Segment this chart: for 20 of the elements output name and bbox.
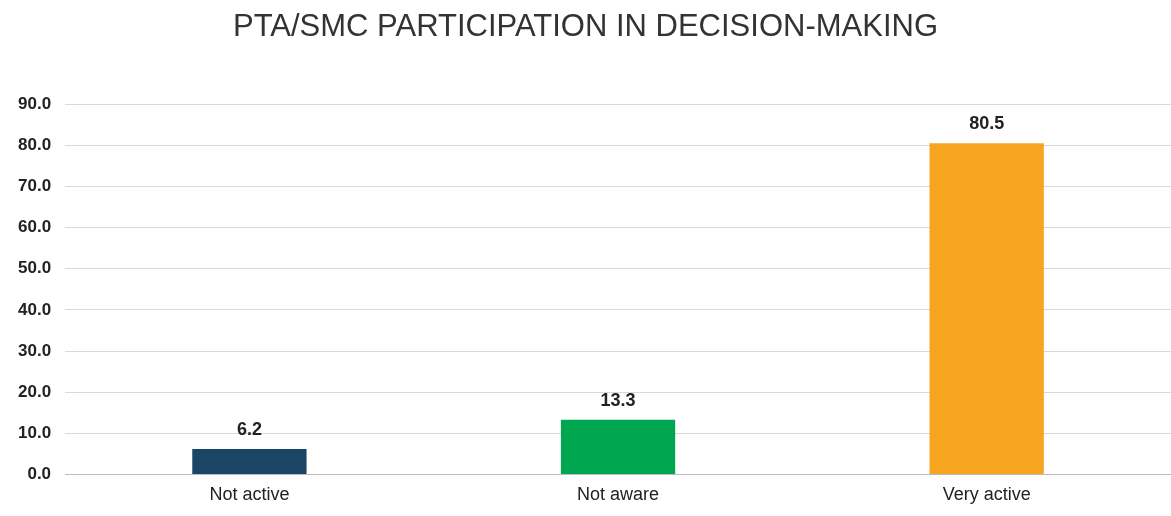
y-tick-label: 90.0 [17, 93, 52, 113]
data-label: 13.3 [600, 389, 636, 410]
y-tick-label: 70.0 [17, 176, 52, 196]
x-tick-label: Not active [209, 484, 290, 505]
x-tick-label: Not aware [577, 484, 660, 505]
y-tick-label: 80.0 [17, 135, 52, 155]
y-tick-label: 0.0 [27, 464, 52, 484]
data-label: 6.2 [236, 418, 262, 439]
bar [929, 143, 1044, 474]
y-tick-label: 60.0 [17, 217, 52, 237]
y-tick-label: 30.0 [17, 340, 52, 360]
bar [192, 448, 307, 474]
y-tick-label: 20.0 [17, 381, 52, 401]
x-tick-label: Very active [942, 484, 1031, 505]
chart-title: PTA/SMC PARTICIPATION IN DECISION-MAKING [232, 8, 939, 44]
y-tick-label: 40.0 [17, 299, 52, 319]
y-tick-label: 50.0 [17, 258, 52, 278]
bar [560, 419, 676, 474]
data-label: 80.5 [969, 113, 1005, 134]
y-tick-label: 10.0 [17, 422, 52, 442]
